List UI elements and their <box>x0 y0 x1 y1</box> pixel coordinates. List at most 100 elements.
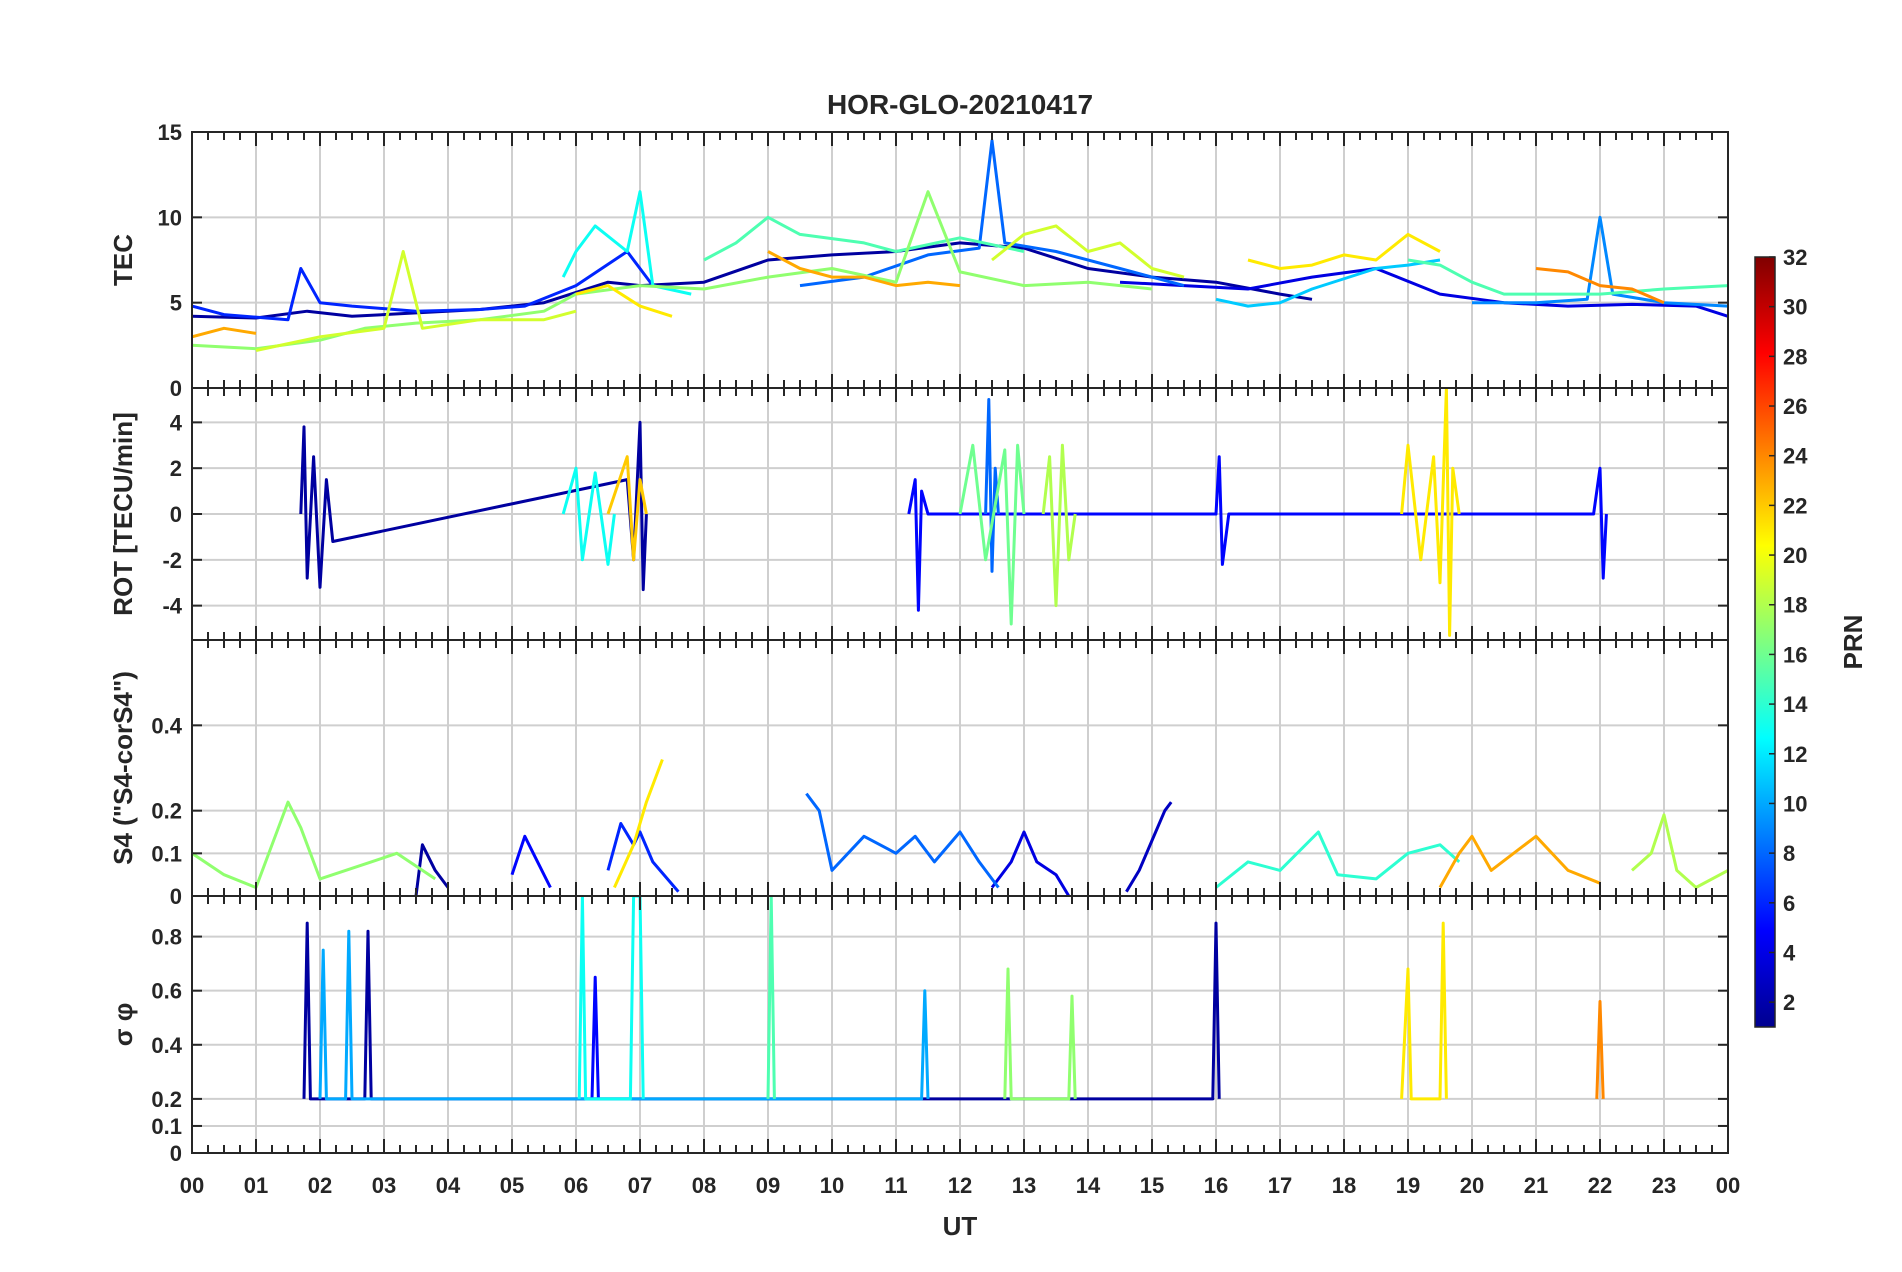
y-tick-label: 0.6 <box>151 979 182 1004</box>
x-tick-label: 22 <box>1588 1173 1612 1198</box>
y-tick-label: 4 <box>170 410 183 435</box>
x-tick-label: 20 <box>1460 1173 1484 1198</box>
series-line-prn-24 <box>1535 267 1665 305</box>
colorbar-tick-label: 12 <box>1783 742 1807 767</box>
series-line-prn-8 <box>805 792 1000 889</box>
panel-s4-series <box>192 758 1728 896</box>
series-line-prn-24 <box>1595 1000 1605 1099</box>
y-tick-label: 0.2 <box>151 1087 182 1112</box>
y-tick-label: 0 <box>170 502 182 527</box>
series-line-prn-21 <box>1400 921 1448 1101</box>
x-tick-label: 13 <box>1012 1173 1036 1198</box>
series-line-prn-18 <box>1041 443 1077 608</box>
y-tick-label: 10 <box>158 205 182 230</box>
x-tick-label: 00 <box>1716 1173 1740 1198</box>
y-tick-label: 0.1 <box>151 1114 182 1139</box>
x-tick-label: 07 <box>628 1173 652 1198</box>
series-line-prn-14 <box>1215 830 1461 889</box>
series-line-prn-2 <box>299 420 648 592</box>
x-tick-label: 06 <box>564 1173 588 1198</box>
y-tick-label: 0 <box>170 884 182 909</box>
series-line-prn-5 <box>590 975 600 1099</box>
y-axis-label: S4 ("S4-corS4") <box>108 671 138 865</box>
series-line-prn-2 <box>302 921 1221 1101</box>
y-tick-label: 15 <box>158 120 182 145</box>
panel-rot: -4 -2 0 2 4 ROT [TECU/min] <box>108 387 1729 641</box>
series-line-prn-11 <box>1215 258 1441 308</box>
y-axis-label: σ φ <box>108 1003 138 1047</box>
x-tick-label: 18 <box>1332 1173 1356 1198</box>
panel-sigma_phi-x-ticks <box>191 896 1729 1153</box>
panel-s4-x-ticks <box>191 640 1729 896</box>
colorbar-tick-label: 8 <box>1783 841 1795 866</box>
series-line-prn-17 <box>192 800 437 889</box>
colorbar-tick-label: 14 <box>1783 692 1808 717</box>
x-tick-label: 19 <box>1396 1173 1420 1198</box>
x-tick-labels: 00 01 02 03 04 05 06 07 08 09 10 11 12 13 14 15 16 17 18 19… <box>180 1173 1740 1198</box>
x-tick-label: 01 <box>244 1173 268 1198</box>
y-tick-label: 0.4 <box>151 1033 182 1058</box>
series-line-prn-4 <box>990 830 1071 896</box>
x-tick-label: 11 <box>884 1173 907 1198</box>
x-tick-label: 02 <box>308 1173 332 1198</box>
colorbar-tick-label: 30 <box>1783 295 1807 320</box>
y-tick-label: 0.4 <box>151 713 182 738</box>
panel-tec-series <box>192 139 1728 352</box>
panel-s4: 0 0.1 0.2 0.4 S4 ("S4-corS4") <box>108 639 1729 909</box>
x-tick-label: 16 <box>1204 1173 1228 1198</box>
series-line-prn-19 <box>991 224 1185 279</box>
x-tick-label: 00 <box>180 1173 204 1198</box>
x-tick-label: 04 <box>436 1173 461 1198</box>
y-tick-label: 2 <box>170 456 182 481</box>
x-tick-label: 14 <box>1076 1173 1101 1198</box>
x-tick-label: 09 <box>756 1173 780 1198</box>
x-tick-label: 21 <box>1524 1173 1548 1198</box>
x-tick-label: 05 <box>500 1173 524 1198</box>
x-axis-label: UT <box>943 1211 978 1241</box>
x-tick-label: 23 <box>1652 1173 1676 1198</box>
x-tick-label: 10 <box>820 1173 844 1198</box>
series-line-prn-21 <box>575 284 673 318</box>
colorbar-tick-label: 26 <box>1783 394 1807 419</box>
y-axis-label: ROT [TECU/min] <box>108 412 138 616</box>
y-tick-label: 0.1 <box>151 841 182 866</box>
series-line-prn-13 <box>577 896 645 1101</box>
series-line-prn-18 <box>1631 813 1728 889</box>
series-line-prn-3 <box>1125 801 1173 893</box>
panel-sigma_phi: 00.10.2 0.4 0.6 0.8 σ φ <box>108 895 1729 1166</box>
colorbar-tick-label: 24 <box>1783 444 1808 469</box>
series-line-prn-17 <box>192 190 1153 351</box>
y-tick-label: 0.2 <box>151 799 182 824</box>
series-line-prn-15 <box>1407 258 1728 296</box>
series-line-prn-21 <box>613 758 664 889</box>
colorbar-tick-label: 20 <box>1783 543 1807 568</box>
series-line-prn-8 <box>984 398 1000 573</box>
colorbar-tick-label: 18 <box>1783 593 1807 618</box>
x-tick-label: 17 <box>1268 1173 1292 1198</box>
y-tick-label: -2 <box>162 548 182 573</box>
series-line-prn-21 <box>1400 388 1461 637</box>
series-line-prn-13 <box>561 466 616 566</box>
series-line-prn-23 <box>1438 834 1601 889</box>
series-line-prn-16 <box>958 443 1026 626</box>
y-tick-label: 0.8 <box>151 925 182 950</box>
panel-tec-x-ticks <box>191 132 1729 388</box>
colorbar-tick-label: 22 <box>1783 493 1807 518</box>
panel-rot-series <box>299 388 1608 637</box>
series-line-prn-22 <box>606 455 648 562</box>
y-tick-label: 0 <box>170 376 182 401</box>
x-tick-label: 08 <box>692 1173 716 1198</box>
series-line-prn-4 <box>1119 267 1728 318</box>
series-line-prn-2 <box>414 843 450 896</box>
colorbar-tick-label: 16 <box>1783 642 1807 667</box>
colorbar-label: PRN <box>1838 615 1868 670</box>
y-tick-label: -4 <box>162 594 182 619</box>
panel-rot-x-ticks <box>191 388 1729 640</box>
series-line-prn-23 <box>767 250 961 288</box>
x-tick-label: 12 <box>948 1173 972 1198</box>
series-line-prn-6 <box>192 250 654 322</box>
series-line-prn-5 <box>907 455 1608 612</box>
colorbar-tick-label: 6 <box>1783 891 1795 916</box>
